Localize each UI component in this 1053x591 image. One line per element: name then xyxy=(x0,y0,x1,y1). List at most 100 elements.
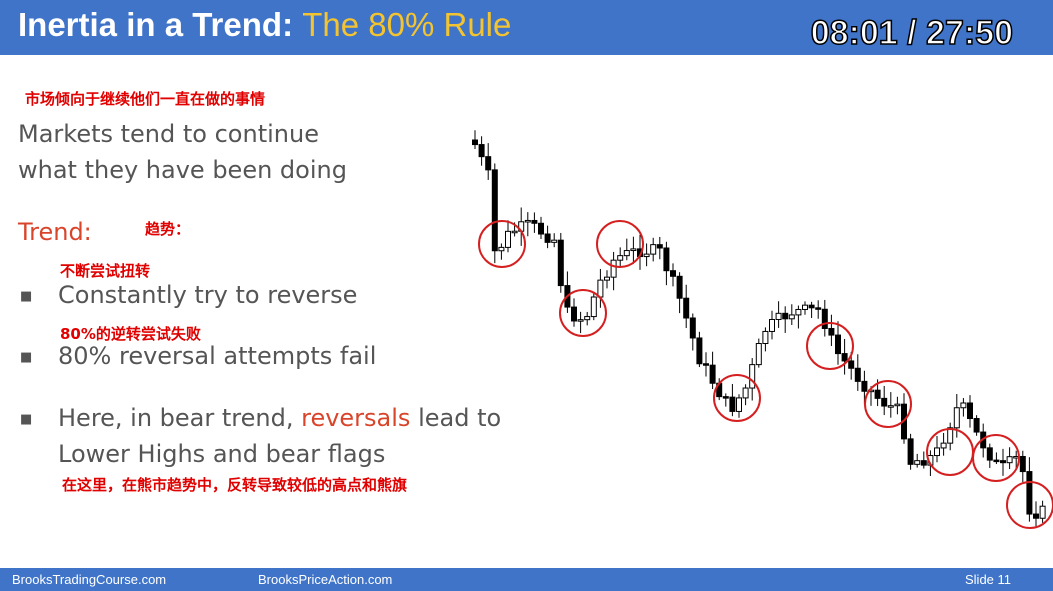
candle-body xyxy=(630,248,637,252)
candle-body xyxy=(993,459,1000,463)
candle-body xyxy=(683,297,690,319)
candle-body xyxy=(848,360,855,369)
candle-body xyxy=(689,317,696,339)
candle-body xyxy=(1039,505,1046,519)
candle-body xyxy=(755,343,762,366)
lead-line: what they have been doing xyxy=(18,156,347,184)
highlight-circle xyxy=(806,322,854,370)
bullet-marker: ■ xyxy=(20,350,33,365)
note: 在这里，在熊市趋势中，反转导致较低的高点和熊旗 xyxy=(62,476,408,494)
candle-body xyxy=(795,308,802,316)
candle-body xyxy=(472,139,478,146)
candle-body xyxy=(1000,460,1006,464)
note: 不断尝试扭转 xyxy=(60,262,151,280)
title-main: Inertia in a Trend: xyxy=(18,6,294,43)
bullet-text: 80% reversal attempts fail xyxy=(58,342,377,370)
candle-body xyxy=(802,304,808,310)
candle-body xyxy=(656,244,663,249)
candle-body xyxy=(623,250,630,257)
candle-body xyxy=(973,418,980,433)
trend-label: Trend: xyxy=(18,218,92,246)
candle-body xyxy=(861,380,868,392)
bullet-text: Here, in bear trend, reversals lead to xyxy=(58,404,501,432)
highlight-circle xyxy=(1006,481,1053,529)
candle-body xyxy=(709,364,716,384)
candle-body xyxy=(703,363,709,366)
candle-body xyxy=(571,306,577,322)
candle-body xyxy=(650,244,657,255)
candle-body xyxy=(914,460,921,465)
candle-body xyxy=(808,304,815,309)
lead-line: Markets tend to continue xyxy=(18,120,319,148)
candle-body xyxy=(815,307,822,310)
candle-body xyxy=(742,387,749,399)
highlight-circle xyxy=(972,434,1020,482)
slide-number: Slide 11 xyxy=(965,572,1012,587)
candle-body xyxy=(577,319,584,322)
timer: 08:01 / 27:50 xyxy=(810,13,1014,53)
highlight: reversals xyxy=(301,404,411,432)
candle-body xyxy=(524,219,531,223)
candle-body xyxy=(1033,513,1039,519)
candle-body xyxy=(907,438,914,465)
candle-body xyxy=(881,397,888,407)
candle-body xyxy=(722,396,729,399)
candle-body xyxy=(960,402,967,409)
candle-body xyxy=(920,460,927,466)
bullet-text: Lower Highs and bear flags xyxy=(58,440,386,468)
candle-body xyxy=(643,253,650,258)
candle-body xyxy=(498,246,505,252)
candle-body xyxy=(491,169,498,252)
candle-body xyxy=(663,247,670,272)
candle-body xyxy=(894,403,901,407)
price-chart xyxy=(472,130,1053,529)
candle-body xyxy=(1019,455,1026,473)
candle-body xyxy=(1013,455,1020,459)
candle-body xyxy=(940,442,947,449)
note: 市场倾向于继续他们一直在做的事情 xyxy=(25,90,266,108)
bullet-marker: ■ xyxy=(20,289,33,304)
candle-body xyxy=(531,219,538,224)
candle-body xyxy=(887,405,894,408)
candle-body xyxy=(597,279,604,298)
candle-body xyxy=(821,308,828,329)
highlight-circle xyxy=(864,380,912,428)
candle-body xyxy=(782,312,789,320)
candle-body xyxy=(696,337,703,365)
candle-body xyxy=(1006,456,1013,464)
candle-body xyxy=(505,230,511,248)
candle-body xyxy=(736,397,742,412)
candle-body xyxy=(953,407,960,429)
highlight-circle xyxy=(713,374,761,422)
candle-body xyxy=(788,314,795,320)
candle-body xyxy=(485,156,492,171)
note: 80%的逆转尝试失败 xyxy=(60,325,201,343)
header-bar: Inertia in a Trend: The 80% Rule 08:01 /… xyxy=(0,0,1053,55)
text: lead to xyxy=(410,404,502,432)
candle-body xyxy=(544,233,551,243)
candle-body xyxy=(478,144,485,158)
candle-body xyxy=(769,318,775,332)
highlight-circle xyxy=(478,220,526,268)
candle-body xyxy=(617,255,624,261)
candle-body xyxy=(775,312,782,320)
candle-body xyxy=(676,275,683,299)
bullet-marker: ■ xyxy=(20,412,33,427)
candle-body xyxy=(551,239,558,243)
candle-body xyxy=(670,270,676,277)
candle-body xyxy=(538,222,544,235)
candle-body xyxy=(874,389,881,399)
text: Here, in bear trend, xyxy=(58,404,302,432)
candle-body xyxy=(729,396,736,412)
candle-body xyxy=(604,276,610,281)
candle-body xyxy=(967,402,973,420)
highlight-circle xyxy=(596,220,644,268)
candle-body xyxy=(947,427,954,444)
candle-body xyxy=(934,447,940,457)
note: 趋势： xyxy=(145,220,191,238)
footer-site: BrooksTradingCourse.com xyxy=(12,572,167,587)
bullet-text: Constantly try to reverse xyxy=(58,281,358,309)
footer-bar: BrooksTradingCourse.com BrooksPriceActio… xyxy=(0,568,1053,591)
candle-body xyxy=(986,447,993,461)
